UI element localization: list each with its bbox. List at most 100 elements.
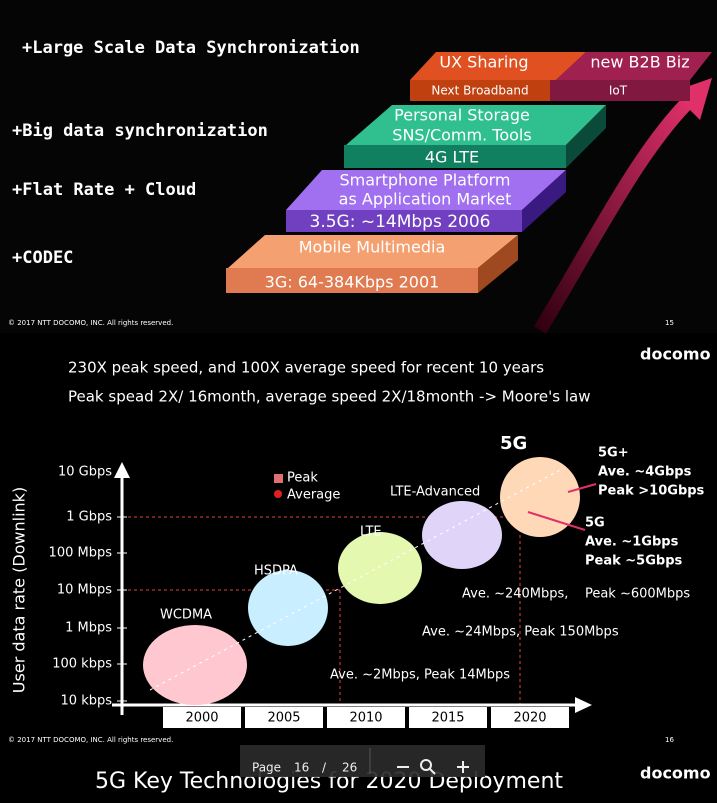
page-input[interactable]: 16 (294, 761, 309, 775)
callout: 5G+ (598, 446, 629, 461)
bubble (422, 501, 502, 569)
bubble (143, 625, 247, 705)
x-tick-box (163, 707, 241, 728)
zoom-icon (420, 759, 432, 771)
zoom-in[interactable] (457, 761, 469, 773)
logo: docomo (640, 764, 711, 783)
bubble-label: HSDPA (254, 564, 298, 579)
layer-label: 3.5G: ~14Mbps 2006 (310, 212, 491, 232)
axis-arrow (114, 462, 130, 478)
legend-swatch (274, 474, 283, 483)
x-tick-box (245, 707, 323, 728)
slide-number: 16 (665, 736, 674, 744)
legend-label: Average (287, 488, 340, 503)
x-tick-label: 2015 (431, 711, 464, 726)
layer-top (556, 52, 712, 80)
callout-arrow (527, 511, 586, 531)
y-tick-label: 1 Gbps (66, 510, 112, 525)
slide-1: +Large Scale Data Synchronization +Big d… (0, 0, 717, 334)
y-tick-label: 10 Gbps (58, 465, 112, 480)
bubble-label: 5G (500, 433, 527, 454)
slide-2: docomo 230X peak speed, and 100X average… (0, 340, 717, 745)
layer-front (550, 80, 690, 101)
layer-label: Next Broadband (431, 84, 528, 98)
legend-label: Peak (287, 471, 318, 486)
layer-label: 4G LTE (425, 148, 479, 167)
layer-side (566, 105, 606, 168)
callout: Ave. ~1Gbps (585, 535, 679, 550)
callout: Peak ~5Gbps (585, 554, 683, 569)
layer-top (410, 52, 586, 80)
feature: +CODEC (12, 248, 73, 268)
callout: Ave. ~4Gbps (598, 465, 692, 480)
page-separator: / (322, 761, 327, 775)
layer-label: Mobile Multimedia (299, 238, 446, 257)
y-tick-label: 10 Mbps (57, 583, 112, 598)
layer-label: as Application Market (339, 190, 512, 209)
layer-front (286, 210, 522, 232)
layer-side (522, 170, 566, 232)
x-tick-box (409, 707, 487, 728)
bubble-label: LTE (360, 525, 382, 540)
layer-top (346, 105, 606, 145)
zoom-icon (429, 768, 436, 775)
zoom-fit[interactable] (420, 759, 436, 775)
axis-arrow (575, 697, 592, 713)
page-label: Page (252, 761, 281, 775)
growth-arrow (533, 95, 695, 334)
y-tick-label: 10 kbps (61, 694, 113, 709)
copyright: © 2017 NTT DOCOMO, INC. All rights reser… (8, 319, 173, 327)
slide-number: 15 (665, 319, 674, 327)
x-tick-label: 2005 (267, 711, 300, 726)
x-tick-label: 2010 (349, 711, 382, 726)
toolbar-bg (240, 745, 485, 777)
layer-label: IoT (609, 84, 628, 98)
x-tick-box (327, 707, 405, 728)
bubble (500, 457, 580, 537)
callout: Peak >10Gbps (598, 484, 705, 499)
layer-label: UX Sharing (439, 53, 528, 72)
x-tick-box (491, 707, 569, 728)
page-total: 26 (342, 761, 357, 775)
annotation: Ave. ~240Mbps, Peak ~600Mbps (462, 587, 690, 602)
layer-top (286, 170, 566, 210)
layer-label: Smartphone Platform (339, 171, 510, 190)
layer-front (226, 268, 478, 293)
x-ticks: 2000 2005 2010 2015 2020 (163, 707, 569, 728)
trend (149, 469, 561, 691)
bubble (248, 570, 328, 646)
feature: +Big data synchronization (12, 121, 268, 141)
annotation: Ave. ~2Mbps, Peak 14Mbps (330, 668, 510, 683)
layer-top (228, 235, 518, 268)
bubble-label: LTE-Advanced (390, 485, 480, 500)
feature: +Flat Rate + Cloud (12, 180, 196, 200)
copyright: © 2017 NTT DOCOMO, INC. All rights reser… (8, 736, 173, 744)
layer-label: new B2B Biz (590, 53, 689, 72)
legend-swatch (274, 490, 282, 498)
layer-front (410, 80, 550, 101)
layer-label: Personal Storage (394, 106, 530, 125)
layer-label: SNS/Comm. Tools (392, 126, 531, 145)
y-tick-label: 100 Mbps (49, 546, 113, 561)
x-tick-label: 2000 (185, 711, 218, 726)
headline: 230X peak speed, and 100X average speed … (68, 359, 544, 377)
x-tick-label: 2020 (513, 711, 546, 726)
bubble-label: WCDMA (160, 608, 212, 623)
annotation: Ave. ~24Mbps, Peak 150Mbps (422, 625, 619, 640)
y-tick-label: 1 Mbps (65, 621, 112, 636)
layer-side (478, 235, 518, 293)
toolbar: Page 16 / 26 (240, 745, 485, 777)
layer-label: 3G: 64-384Kbps 2001 (265, 273, 440, 292)
axis-title: User data rate (Downlink) (10, 487, 29, 693)
callout-arrow (567, 483, 597, 493)
logo: docomo (640, 345, 711, 364)
headline: Peak spead 2X/ 16month, average speed 2X… (68, 388, 591, 406)
layer-front (344, 145, 566, 168)
feature: +Large Scale Data Synchronization (22, 38, 360, 58)
callout: 5G (585, 516, 605, 531)
y-tick-label: 100 kbps (52, 657, 112, 672)
y-ticks: 10 Gbps 1 Gbps 100 Mbps 10 Mbps 1 Mbps 100 kb… (49, 465, 127, 709)
